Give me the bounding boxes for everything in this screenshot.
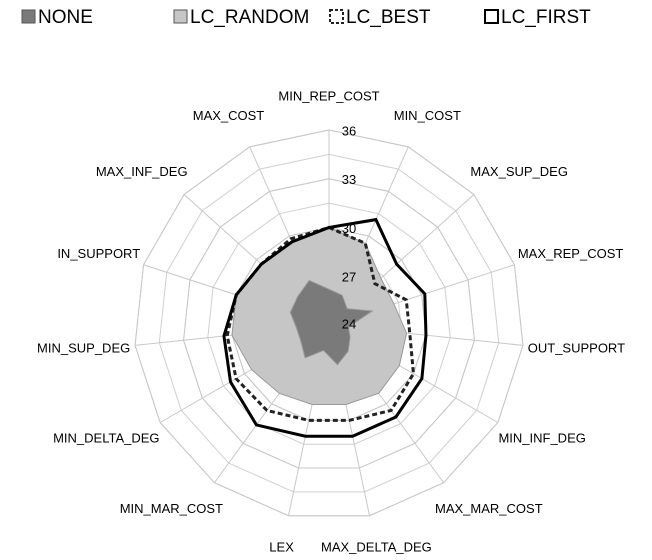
- category-label: MIN_MAR_COST: [120, 501, 223, 516]
- series-shape: [289, 279, 374, 366]
- category-label: MIN_DELTA_DEG: [53, 430, 159, 445]
- r-tick-label: 33: [342, 172, 356, 187]
- category-label: MAX_MAR_COST: [435, 501, 543, 516]
- category-label: MAX_SUP_DEG: [470, 164, 568, 179]
- category-label: MIN_SUP_DEG: [37, 340, 130, 355]
- legend-swatch: [173, 9, 188, 24]
- category-label: OUT_SUPPORT: [528, 340, 625, 355]
- r-tick-label: 30: [342, 221, 356, 236]
- category-label: IN_SUPPORT: [57, 246, 140, 261]
- legend-label: LC_BEST: [346, 7, 431, 28]
- r-tick-label: 24: [342, 316, 356, 331]
- category-label: LEX: [269, 539, 294, 554]
- r-tick-label: 36: [342, 123, 356, 138]
- legend-swatch: [484, 9, 499, 24]
- category-label: MAX_DELTA_DEG: [321, 539, 432, 554]
- grid-ring: [183, 178, 475, 469]
- grid-ring-minor: [158, 153, 500, 493]
- category-label: MIN_REP_COST: [278, 88, 379, 103]
- category-label: MAX_COST: [193, 108, 265, 123]
- series-shape: [222, 217, 428, 438]
- legend-swatch: [21, 9, 36, 24]
- category-label: MIN_COST: [394, 108, 461, 123]
- legend-label: LC_RANDOM: [190, 7, 309, 28]
- legend-label: LC_FIRST: [501, 7, 591, 28]
- legend-label: NONE: [38, 7, 93, 28]
- legend-swatch: [329, 9, 344, 24]
- series-shape: [225, 225, 415, 422]
- category-label: MAX_INF_DEG: [96, 164, 188, 179]
- grid-ring-minor: [207, 202, 451, 445]
- category-label: MIN_INF_DEG: [498, 430, 585, 445]
- category-label: MAX_REP_COST: [518, 246, 624, 261]
- r-tick-label: 27: [342, 270, 356, 285]
- grid-ring: [134, 129, 524, 517]
